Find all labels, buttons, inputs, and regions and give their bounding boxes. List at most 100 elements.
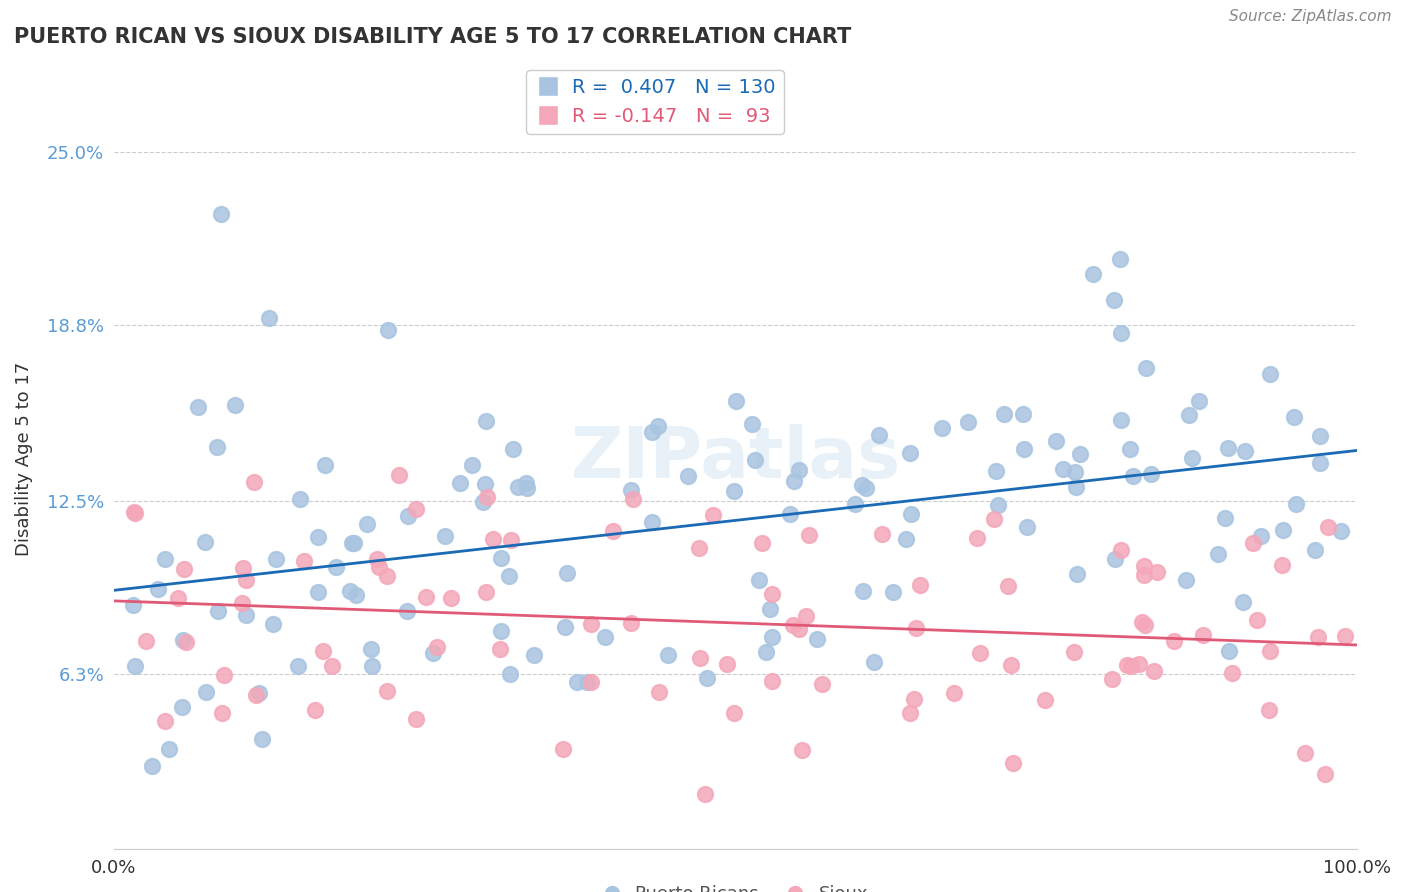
Point: [1122, 468, 1144, 483]
Point: [1033, 693, 1056, 707]
Point: [1135, 361, 1157, 376]
Point: [321, 659, 343, 673]
Point: [1271, 524, 1294, 538]
Point: [522, 648, 544, 662]
Point: [855, 481, 877, 495]
Point: [502, 442, 524, 456]
Point: [898, 706, 921, 720]
Point: [499, 533, 522, 547]
Point: [1069, 447, 1091, 461]
Point: [761, 673, 783, 688]
Point: [307, 530, 329, 544]
Point: [304, 703, 326, 717]
Point: [1064, 465, 1087, 479]
Point: [1109, 413, 1132, 427]
Point: [287, 659, 309, 673]
Point: [1181, 450, 1204, 465]
Point: [1241, 536, 1264, 550]
Point: [515, 475, 537, 490]
Point: [307, 584, 329, 599]
Point: [475, 585, 498, 599]
Point: [751, 536, 773, 550]
Point: [122, 598, 145, 612]
Point: [689, 650, 711, 665]
Point: [375, 569, 398, 583]
Point: [340, 536, 363, 550]
Point: [471, 494, 494, 508]
Point: [702, 508, 724, 523]
Point: [1246, 613, 1268, 627]
Point: [755, 645, 778, 659]
Point: [377, 322, 399, 336]
Point: [723, 706, 745, 721]
Point: [1119, 658, 1142, 673]
Point: [312, 644, 335, 658]
Point: [422, 647, 444, 661]
Point: [124, 505, 146, 519]
Point: [1130, 615, 1153, 630]
Point: [498, 568, 520, 582]
Point: [844, 497, 866, 511]
Point: [1017, 520, 1039, 534]
Point: [898, 446, 921, 460]
Point: [1012, 442, 1035, 456]
Point: [187, 401, 209, 415]
Point: [339, 583, 361, 598]
Point: [1250, 529, 1272, 543]
Point: [368, 560, 391, 574]
Point: [1285, 497, 1308, 511]
Point: [1303, 542, 1326, 557]
Point: [475, 490, 498, 504]
Point: [361, 658, 384, 673]
Point: [1128, 657, 1150, 671]
Point: [344, 588, 367, 602]
Point: [1109, 326, 1132, 340]
Point: [1330, 524, 1353, 538]
Point: [449, 476, 471, 491]
Point: [242, 475, 264, 489]
Point: [744, 452, 766, 467]
Text: PUERTO RICAN VS SIOUX DISABILITY AGE 5 TO 17 CORRELATION CHART: PUERTO RICAN VS SIOUX DISABILITY AGE 5 T…: [14, 27, 851, 46]
Point: [904, 621, 927, 635]
Point: [758, 602, 780, 616]
Point: [1309, 456, 1331, 470]
Point: [557, 566, 579, 580]
Point: [388, 468, 411, 483]
Point: [396, 508, 419, 523]
Point: [693, 787, 716, 801]
Point: [135, 634, 157, 648]
Point: [1188, 393, 1211, 408]
Point: [1116, 657, 1139, 672]
Point: [250, 731, 273, 746]
Point: [787, 622, 810, 636]
Point: [235, 608, 257, 623]
Point: [1109, 543, 1132, 558]
Point: [554, 620, 576, 634]
Point: [257, 311, 280, 326]
Point: [851, 477, 873, 491]
Point: [146, 582, 169, 596]
Point: [405, 712, 427, 726]
Point: [1143, 664, 1166, 678]
Point: [193, 535, 215, 549]
Point: [263, 617, 285, 632]
Point: [1001, 756, 1024, 770]
Point: [602, 524, 624, 538]
Point: [1309, 429, 1331, 443]
Point: [782, 618, 804, 632]
Point: [986, 464, 1008, 478]
Point: [863, 655, 886, 669]
Point: [1234, 443, 1257, 458]
Point: [621, 491, 644, 506]
Point: [1000, 657, 1022, 672]
Point: [489, 642, 512, 657]
Point: [1216, 442, 1239, 456]
Point: [153, 714, 176, 729]
Text: Source: ZipAtlas.com: Source: ZipAtlas.com: [1229, 9, 1392, 24]
Legend: Puerto Ricans, Sioux: Puerto Ricans, Sioux: [596, 878, 876, 892]
Point: [1260, 367, 1282, 381]
Point: [761, 630, 783, 644]
Point: [792, 743, 814, 757]
Point: [987, 498, 1010, 512]
Point: [1213, 511, 1236, 525]
